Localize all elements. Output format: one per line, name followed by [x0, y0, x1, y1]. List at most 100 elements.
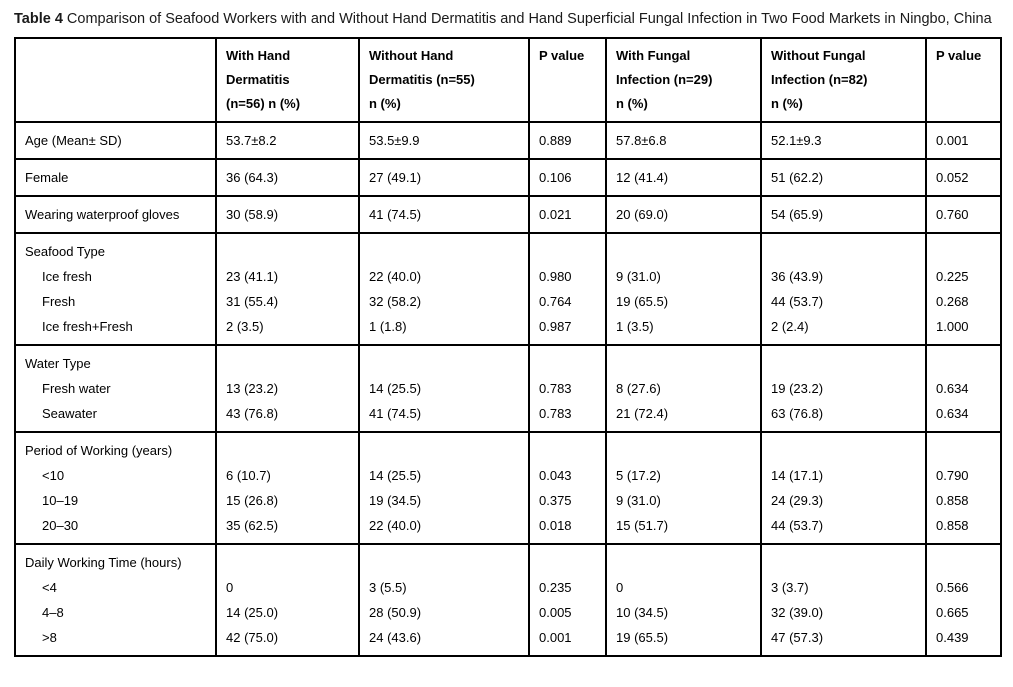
data-cell: 51 (62.2)	[760, 158, 927, 197]
spacer-line	[369, 550, 522, 575]
group-title: Water Type	[25, 356, 91, 371]
subrow-value: 14 (25.0)	[226, 605, 279, 620]
group-data-cell: 5 (17.2) 9 (31.0) 15 (51.7)	[605, 431, 762, 545]
column-header-line: (n=56) n (%)	[226, 96, 301, 111]
group-data-cell: 9 (31.0) 19 (65.5) 1 (3.5)	[605, 232, 762, 346]
group-data-cell: 0.634 0.634	[925, 344, 1002, 433]
column-header-line: P value	[539, 48, 585, 63]
group-data-cell: 0.043 0.375 0.018	[528, 431, 607, 545]
group-data-cell: 3 (3.7) 32 (39.0) 47 (57.3)	[760, 543, 927, 657]
column-header-line: Without Hand	[369, 48, 454, 63]
subrow-value: 2 (2.4)	[771, 319, 809, 334]
group-data-cell: 19 (23.2) 63 (76.8)	[760, 344, 927, 433]
data-cell: 53.7±8.2	[215, 121, 360, 160]
spacer-line	[369, 351, 522, 376]
subrow-value: 2 (3.5)	[226, 319, 264, 334]
subrow-value: 24 (43.6)	[369, 630, 422, 645]
subrow-value: 22 (40.0)	[369, 518, 422, 533]
subrow-value: 32 (58.2)	[369, 294, 422, 309]
subrow-value: 9 (31.0)	[616, 493, 661, 508]
column-header-line: n (%)	[369, 96, 401, 111]
column-header: With Fungal Infection (n=29) n (%)	[605, 37, 762, 123]
column-header: With Hand Dermatitis (n=56) n (%)	[215, 37, 360, 123]
table-row: Seafood Type Ice fresh Fresh Ice fresh+Fres…	[14, 232, 1002, 346]
subrow-value: 10 (34.5)	[616, 605, 669, 620]
spacer-line	[616, 239, 754, 264]
spacer-line	[936, 351, 994, 376]
subrow-value: 14 (25.5)	[369, 468, 422, 483]
spacer-line	[616, 351, 754, 376]
subrow-label: <4	[42, 580, 57, 595]
column-header: P value	[925, 37, 1002, 123]
spacer-line	[539, 438, 599, 463]
group-label-cell: Water Type Fresh water Seawater	[14, 344, 217, 433]
group-data-cell: 14 (17.1) 24 (29.3) 44 (53.7)	[760, 431, 927, 545]
subrow-value: 41 (74.5)	[369, 406, 422, 421]
spacer-line	[771, 550, 919, 575]
subrow-value: 8 (27.6)	[616, 381, 661, 396]
row-label: Age (Mean± SD)	[14, 121, 217, 160]
subrow-value: 15 (51.7)	[616, 518, 669, 533]
data-cell: 0.021	[528, 195, 607, 234]
spacer-line	[539, 550, 599, 575]
data-cell: 20 (69.0)	[605, 195, 762, 234]
table-header: With Hand Dermatitis (n=56) n (%) Without H…	[14, 37, 1002, 123]
spacer-line	[771, 239, 919, 264]
subrow-value: 0	[226, 580, 234, 595]
group-data-cell: 0 14 (25.0) 42 (75.0)	[215, 543, 360, 657]
subrow-label: Fresh	[42, 294, 76, 309]
table-caption-text: Comparison of Seafood Workers with and W…	[66, 11, 992, 27]
subrow-label: 4–8	[42, 605, 64, 620]
column-header-line: Dermatitis (n=55)	[369, 72, 475, 87]
subrow-value: 0.764	[539, 294, 572, 309]
data-cell: 36 (64.3)	[215, 158, 360, 197]
column-header-line: n (%)	[771, 96, 803, 111]
subrow-value: 19 (23.2)	[771, 381, 824, 396]
subrow-value: 14 (17.1)	[771, 468, 824, 483]
subrow-value: 0.980	[539, 269, 572, 284]
spacer-line	[539, 351, 599, 376]
data-cell: 30 (58.9)	[215, 195, 360, 234]
data-cell: 0.001	[925, 121, 1002, 160]
spacer-line	[226, 239, 352, 264]
table-row: Wearing waterproof gloves 30 (58.9) 41 (74…	[14, 195, 1002, 234]
subrow-value: 0.235	[539, 580, 572, 595]
subrow-value: 0.268	[936, 294, 969, 309]
subrow-value: 5 (17.2)	[616, 468, 661, 483]
subrow-value: 43 (76.8)	[226, 406, 279, 421]
subrow-value: 1 (3.5)	[616, 319, 654, 334]
table-row: Daily Working Time (hours) <4 4–8 >8 0 14 (2…	[14, 543, 1002, 657]
subrow-value: 0.783	[539, 381, 572, 396]
spacer-line	[226, 550, 352, 575]
spacer-line	[539, 239, 599, 264]
subrow-value: 0.634	[936, 406, 969, 421]
subrow-label: Ice fresh+Fresh	[42, 319, 133, 334]
group-data-cell: 8 (27.6) 21 (72.4)	[605, 344, 762, 433]
subrow-value: 22 (40.0)	[369, 269, 422, 284]
data-cell: 52.1±9.3	[760, 121, 927, 160]
group-title: Daily Working Time (hours)	[25, 555, 182, 570]
group-data-cell: 6 (10.7) 15 (26.8) 35 (62.5)	[215, 431, 360, 545]
subrow-value: 0.783	[539, 406, 572, 421]
subrow-label: >8	[42, 630, 57, 645]
subrow-value: 32 (39.0)	[771, 605, 824, 620]
subrow-value: 0.043	[539, 468, 572, 483]
column-header-line: With Fungal	[616, 48, 691, 63]
table-row: Water Type Fresh water Seawater 13 (23.2) 4…	[14, 344, 1002, 433]
data-cell: 0.052	[925, 158, 1002, 197]
spacer-line	[936, 239, 994, 264]
column-header-line: Dermatitis	[226, 72, 290, 87]
subrow-value: 1 (1.8)	[369, 319, 407, 334]
column-header-line	[25, 44, 209, 68]
subrow-value: 19 (65.5)	[616, 294, 669, 309]
subrow-label: Seawater	[42, 406, 97, 421]
group-data-cell: 36 (43.9) 44 (53.7) 2 (2.4)	[760, 232, 927, 346]
data-cell: 53.5±9.9	[358, 121, 530, 160]
data-cell: 0.106	[528, 158, 607, 197]
subrow-label: <10	[42, 468, 65, 483]
group-data-cell: 0.980 0.764 0.987	[528, 232, 607, 346]
comparison-table: With Hand Dermatitis (n=56) n (%) Without H…	[14, 37, 1002, 657]
data-cell: 41 (74.5)	[358, 195, 530, 234]
data-cell: 0.760	[925, 195, 1002, 234]
subrow-value: 0.665	[936, 605, 969, 620]
